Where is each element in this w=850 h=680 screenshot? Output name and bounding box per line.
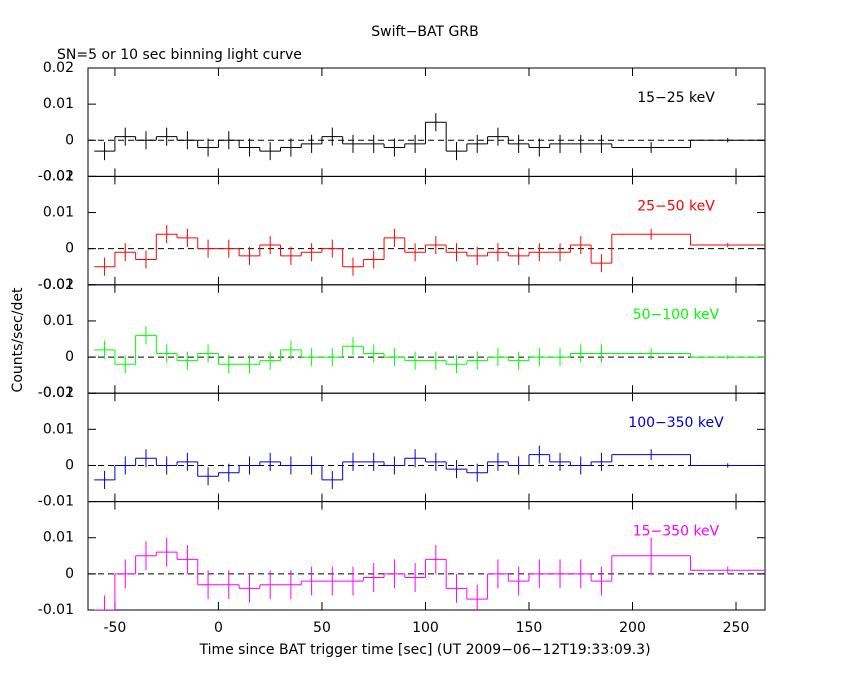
- x-tick-label: 200: [619, 620, 646, 636]
- x-tick-label: 0: [214, 620, 223, 636]
- band-label: 15−25 keV: [637, 90, 715, 106]
- y-tick-label: 0: [65, 457, 74, 473]
- x-tick-label: -50: [103, 620, 126, 636]
- y-tick-label: 0: [65, 132, 74, 148]
- band-label: 15−350 keV: [633, 524, 720, 540]
- x-tick-label: 100: [412, 620, 439, 636]
- y-tick-label: 0: [65, 349, 74, 365]
- chart-title: Swift−BAT GRB: [371, 24, 478, 40]
- y-axis-label: Counts/sec/det: [10, 287, 26, 392]
- y-tick-label: 0.02: [43, 385, 74, 401]
- y-tick-label: -0.01: [38, 602, 74, 618]
- panel-frame: [87, 175, 766, 286]
- y-tick-label: -0.01: [38, 277, 74, 293]
- y-tick-label: 0.02: [43, 60, 74, 76]
- panel-frame: [87, 284, 766, 394]
- band-label: 25−50 keV: [637, 198, 715, 214]
- y-tick-label: 0: [65, 566, 74, 582]
- x-axis-label: Time since BAT trigger time [sec] (UT 20…: [198, 642, 650, 658]
- y-tick-label: -0.01: [38, 168, 74, 184]
- y-tick-label: 0.02: [43, 277, 74, 293]
- y-tick-label: 0.01: [43, 313, 74, 329]
- y-tick-label: 0.02: [43, 168, 74, 184]
- y-tick-label: 0.01: [43, 421, 74, 437]
- band-label: 100−350 keV: [628, 415, 724, 431]
- y-tick-label: -0.01: [38, 494, 74, 510]
- panel-frame: [87, 392, 766, 503]
- y-tick-label: -0.01: [38, 385, 74, 401]
- x-tick-label: 250: [723, 620, 750, 636]
- chart-subtitle: SN=5 or 10 sec binning light curve: [57, 47, 302, 63]
- x-tick-label: 150: [516, 620, 543, 636]
- x-tick-label: 50: [313, 620, 331, 636]
- y-tick-label: 0.01: [43, 205, 74, 221]
- band-label: 50−100 keV: [633, 307, 720, 323]
- panel-frame: [87, 501, 766, 611]
- y-tick-label: 0.01: [43, 96, 74, 112]
- y-tick-label: 0.01: [43, 530, 74, 546]
- y-tick-label: 0: [65, 241, 74, 257]
